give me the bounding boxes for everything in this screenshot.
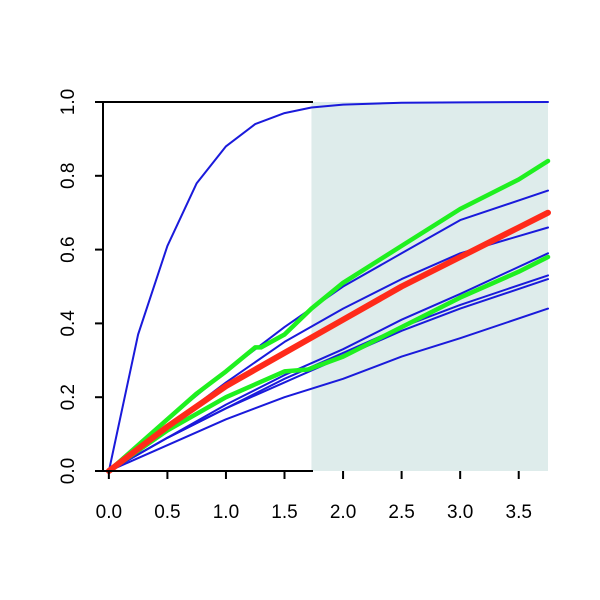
series-line-1-blue: [107, 101, 549, 472]
x-tick-label: 2.5: [388, 502, 414, 523]
x-tick-label: 3.0: [447, 502, 473, 523]
y-tick-label: 1.0: [58, 89, 79, 115]
y-tick-label: 0.4: [58, 310, 79, 337]
y-tick-label: 0.2: [58, 384, 79, 410]
x-tick-label: 0.0: [96, 502, 122, 523]
y-tick-label: 0.0: [58, 458, 79, 484]
x-axis-ticks: 0.0 0.5 1.0 1.5 2.0 2.5 3.0 3.5: [96, 471, 532, 523]
series-line-8-green: [106, 158, 551, 474]
series-layer: [105, 101, 551, 474]
x-tick-label: 2.0: [330, 502, 356, 523]
series-line-10-red: [105, 209, 551, 474]
series-line-9-green: [106, 254, 551, 474]
x-tick-label: 1.5: [271, 502, 297, 523]
y-tick-label: 0.8: [58, 163, 79, 189]
shaded-region: [311, 102, 548, 471]
y-tick-label: 0.6: [58, 236, 79, 262]
x-tick-label: 3.5: [506, 502, 532, 523]
y-axis-ticks: 0.0 0.2 0.4 0.6 0.8 1.0: [58, 89, 103, 484]
x-tick-label: 1.0: [213, 502, 239, 523]
series-line-7-blue: [107, 307, 549, 472]
x-tick-label: 0.5: [154, 502, 180, 523]
